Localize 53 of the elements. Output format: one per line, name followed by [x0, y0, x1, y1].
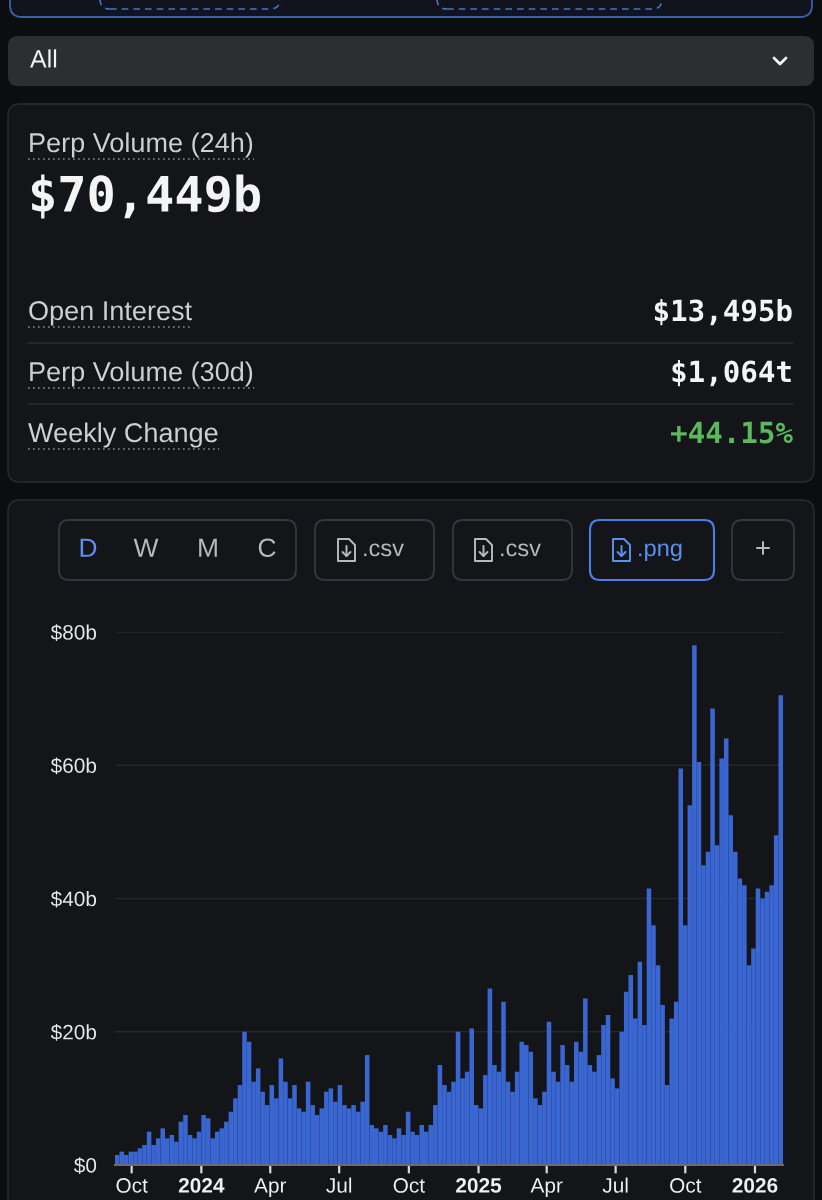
- bar: [628, 975, 634, 1165]
- y-tick-label: $60b: [50, 757, 97, 775]
- text: C: [258, 538, 276, 558]
- text: Perp Volume (30d): [30, 361, 253, 387]
- bar: [351, 1105, 356, 1165]
- x-tick-label: Jul: [326, 1177, 352, 1193]
- bar: [383, 1125, 388, 1165]
- bar: [678, 768, 684, 1165]
- bar: [560, 1045, 565, 1165]
- bar: [214, 1131, 220, 1165]
- x-tick-label: Oct: [393, 1178, 425, 1193]
- y-tick-label: $40b: [50, 890, 97, 908]
- text: .csv: [364, 543, 404, 557]
- y-tick-label: $0: [74, 1157, 97, 1174]
- x-tick-label: Oct: [670, 1178, 702, 1193]
- bar: [501, 1001, 506, 1165]
- text: +44.15%: [671, 421, 793, 444]
- x-tick-label: 2024: [178, 1178, 225, 1193]
- text: Perp Volume (24h): [30, 132, 253, 158]
- bar: [778, 695, 783, 1165]
- text: .csv: [501, 543, 541, 557]
- bar: [201, 1115, 206, 1165]
- text: $13,495b: [654, 298, 792, 326]
- x-tick-label: Apr: [530, 1178, 563, 1197]
- bar: [124, 1155, 129, 1165]
- text: All: [30, 49, 57, 68]
- text: .png: [639, 543, 682, 562]
- bar: [242, 1031, 247, 1165]
- x-tick-label: 2026: [732, 1178, 778, 1193]
- bar: [133, 1151, 138, 1165]
- bar: [292, 1085, 297, 1165]
- x-tick-label: Jul: [602, 1177, 628, 1193]
- bar: [583, 998, 588, 1165]
- text: $1,064t: [672, 359, 791, 387]
- y-tick-label: $20b: [50, 1023, 97, 1041]
- text: +: [756, 541, 770, 555]
- bar: [115, 1155, 120, 1165]
- bar: [183, 1115, 188, 1165]
- bar: [573, 1041, 579, 1165]
- text: W: [133, 538, 159, 557]
- bar: [692, 645, 697, 1165]
- text: Weekly Change: [28, 422, 218, 448]
- x-tick-label: 2025: [456, 1178, 502, 1193]
- x-tick-label: Apr: [254, 1178, 287, 1197]
- y-tick-label: $80b: [50, 624, 97, 641]
- text: Open Interest: [29, 301, 192, 326]
- bar: [710, 708, 715, 1165]
- text: M: [199, 538, 217, 557]
- x-tick-label: Oct: [116, 1178, 148, 1193]
- bar: [523, 1045, 529, 1165]
- text: $70,449b: [31, 174, 260, 219]
- bar: [419, 1125, 425, 1165]
- text: D: [80, 538, 97, 557]
